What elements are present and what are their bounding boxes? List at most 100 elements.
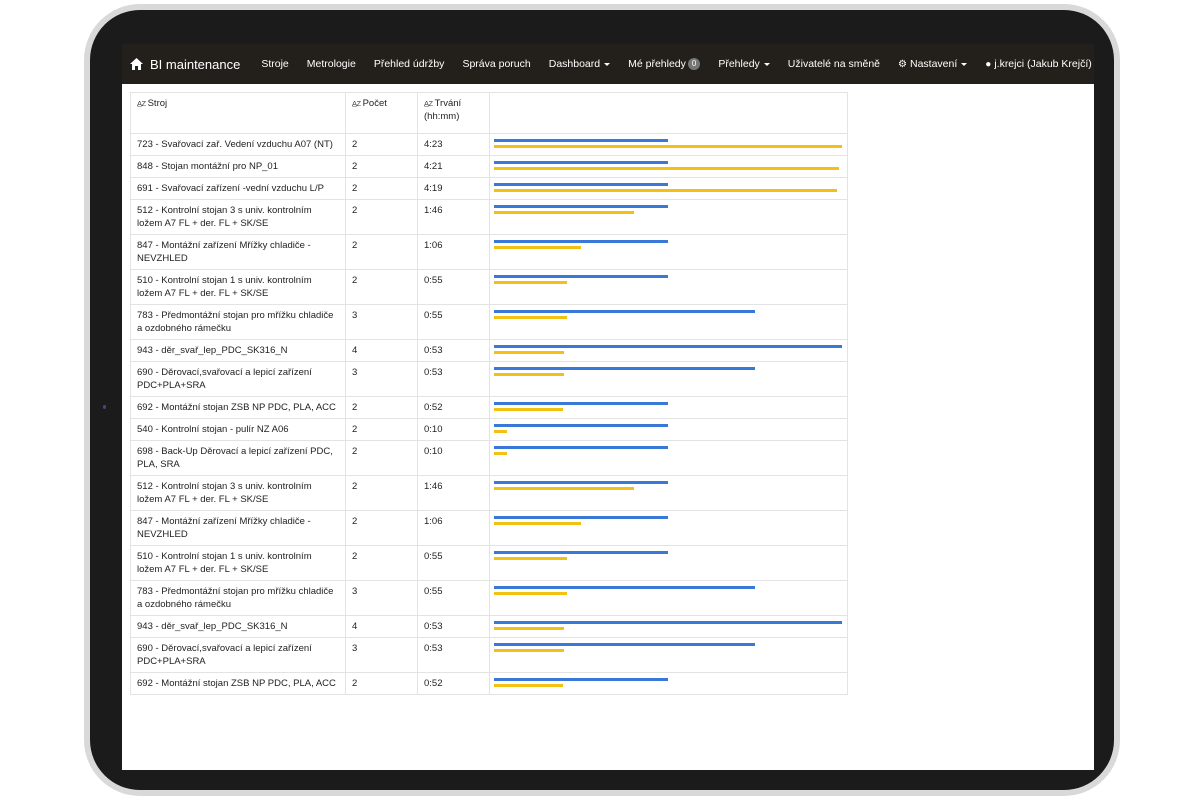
table-row[interactable]: 510 - Kontrolní stojan 1 s univ. kontrol… — [130, 545, 848, 581]
table-row[interactable]: 848 - Stojan montážní pro NP_01 2 4:21 — [130, 155, 848, 178]
count-bar — [494, 240, 668, 243]
cell-count: 2 — [345, 133, 418, 156]
cell-bars — [489, 304, 848, 340]
table-row[interactable]: 783 - Předmontážní stojan pro mřížku chl… — [130, 580, 848, 616]
nav-prehledy-dropdown[interactable]: Přehledy — [709, 58, 778, 70]
duration-bar — [494, 430, 507, 433]
cell-duration: 0:55 — [417, 545, 490, 581]
nav-label: Přehledy — [718, 58, 760, 70]
cell-machine: 783 - Předmontážní stojan pro mřížku chl… — [130, 580, 346, 616]
cell-count: 2 — [345, 545, 418, 581]
cell-duration: 1:06 — [417, 510, 490, 546]
table-row[interactable]: 847 - Montážní zařízení Mřížky chladiče … — [130, 510, 848, 546]
cell-bars — [489, 269, 848, 305]
count-bar — [494, 643, 755, 646]
table-row[interactable]: 540 - Kontrolní stojan - pulír NZ A06 2 0:… — [130, 418, 848, 441]
nav-label: Správa poruch — [462, 58, 531, 70]
table-row[interactable]: 692 - Montážní stojan ZSB NP PDC, PLA, A… — [130, 672, 848, 695]
duration-bar — [494, 684, 563, 687]
cell-machine: 692 - Montážní stojan ZSB NP PDC, PLA, A… — [130, 672, 346, 695]
count-bar — [494, 205, 668, 208]
count-badge: 0 — [687, 58, 701, 70]
table-row[interactable]: 510 - Kontrolní stojan 1 s univ. kontrol… — [130, 269, 848, 305]
table-row[interactable]: 943 - děr_svař_lep_PDC_SK316_N 4 0:53 — [130, 615, 848, 638]
cell-machine: 847 - Montážní zařízení Mřížky chladiče … — [130, 510, 346, 546]
nav-dashboard-dropdown[interactable]: Dashboard — [540, 58, 619, 70]
table-row[interactable]: 698 - Back-Up Děrovací a lepicí zařízení… — [130, 440, 848, 476]
nav-sprava-poruch[interactable]: Správa poruch — [453, 58, 539, 70]
tablet-frame: BI maintenance Stroje Metrologie Přehled… — [84, 4, 1120, 796]
cell-count: 2 — [345, 475, 418, 511]
cell-duration: 4:19 — [417, 177, 490, 200]
duration-bar — [494, 452, 507, 455]
count-bar — [494, 551, 668, 554]
cell-count: 3 — [345, 304, 418, 340]
cell-bars — [489, 133, 848, 156]
duration-bar — [494, 167, 839, 170]
sort-alpha-icon: A̲Z — [352, 99, 361, 108]
table-row[interactable]: 783 - Předmontážní stojan pro mřížku chl… — [130, 304, 848, 340]
header-label: Stroj — [147, 98, 168, 109]
nav-stroje[interactable]: Stroje — [252, 58, 297, 70]
nav-prehled-udrzby[interactable]: Přehled údržby — [365, 58, 454, 70]
machines-table: A̲Z Stroj A̲Z Počet A̲Z Trvání (hh:mm) 723 … — [130, 92, 848, 695]
cell-count: 3 — [345, 580, 418, 616]
cell-machine: 692 - Montážní stojan ZSB NP PDC, PLA, A… — [130, 396, 346, 419]
cell-duration: 0:53 — [417, 615, 490, 638]
duration-bar — [494, 627, 564, 630]
nav-me-prehledy[interactable]: Mé přehledy 0 — [619, 58, 709, 70]
duration-bar — [494, 408, 563, 411]
cell-duration: 0:55 — [417, 304, 490, 340]
header-count[interactable]: A̲Z Počet — [345, 92, 418, 134]
nav-uzivatele-na-smene[interactable]: Uživatelé na směně — [779, 58, 889, 70]
table-row[interactable]: 943 - děr_svař_lep_PDC_SK316_N 4 0:53 — [130, 339, 848, 362]
nav-label: Metrologie — [306, 58, 356, 70]
cell-machine: 691 - Svařovací zařízení -vední vzduchu … — [130, 177, 346, 200]
nav-label: Uživatelé na směně — [787, 58, 881, 70]
duration-bar — [494, 246, 581, 249]
duration-bar — [494, 373, 564, 376]
cell-count: 2 — [345, 177, 418, 200]
count-bar — [494, 345, 842, 348]
cell-bars — [489, 155, 848, 178]
table-row[interactable]: 723 - Svařovací zař. Vedení vzduchu A07 … — [130, 133, 848, 156]
duration-bar — [494, 281, 567, 284]
cell-bars — [489, 361, 848, 397]
nav-metrologie[interactable]: Metrologie — [298, 58, 365, 70]
user-menu[interactable]: ● j.krejci (Jakub Krejčí) — [976, 58, 1094, 70]
duration-bar — [494, 189, 837, 192]
duration-bar — [494, 316, 567, 319]
duration-bar — [494, 487, 634, 490]
cell-machine: 510 - Kontrolní stojan 1 s univ. kontrol… — [130, 545, 346, 581]
header-duration[interactable]: A̲Z Trvání (hh:mm) — [417, 92, 490, 134]
table-row[interactable]: 847 - Montážní zařízení Mřížky chladiče … — [130, 234, 848, 270]
app-title: BI maintenance — [150, 56, 241, 72]
table-row[interactable]: 512 - Kontrolní stojan 3 s univ. kontrol… — [130, 475, 848, 511]
cell-duration: 1:46 — [417, 199, 490, 235]
cell-count: 2 — [345, 510, 418, 546]
cell-duration: 1:46 — [417, 475, 490, 511]
screen: BI maintenance Stroje Metrologie Přehled… — [122, 44, 1094, 770]
cell-count: 3 — [345, 361, 418, 397]
camera-dot — [103, 405, 106, 409]
count-bar — [494, 481, 668, 484]
cell-duration: 0:53 — [417, 637, 490, 673]
cell-machine: 698 - Back-Up Děrovací a lepicí zařízení… — [130, 440, 346, 476]
cell-bars — [489, 199, 848, 235]
brand-link[interactable]: BI maintenance — [122, 57, 240, 72]
cell-duration: 4:21 — [417, 155, 490, 178]
table-row[interactable]: 690 - Děrovací,svařovací a lepicí zaříze… — [130, 361, 848, 397]
cell-machine: 783 - Předmontážní stojan pro mřížku chl… — [130, 304, 346, 340]
header-label: Trvání (hh:mm) — [424, 98, 462, 122]
cell-machine: 943 - děr_svař_lep_PDC_SK316_N — [130, 339, 346, 362]
header-machine[interactable]: A̲Z Stroj — [130, 92, 346, 134]
gear-icon: ⚙ — [898, 58, 907, 70]
nav-settings-dropdown[interactable]: ⚙ Nastavení — [889, 58, 976, 70]
cell-duration: 0:53 — [417, 361, 490, 397]
count-bar — [494, 621, 842, 624]
table-row[interactable]: 691 - Svařovací zařízení -vední vzduchu … — [130, 177, 848, 200]
table-row[interactable]: 690 - Děrovací,svařovací a lepicí zaříze… — [130, 637, 848, 673]
table-row[interactable]: 512 - Kontrolní stojan 3 s univ. kontrol… — [130, 199, 848, 235]
duration-bar — [494, 522, 581, 525]
table-row[interactable]: 692 - Montážní stojan ZSB NP PDC, PLA, A… — [130, 396, 848, 419]
